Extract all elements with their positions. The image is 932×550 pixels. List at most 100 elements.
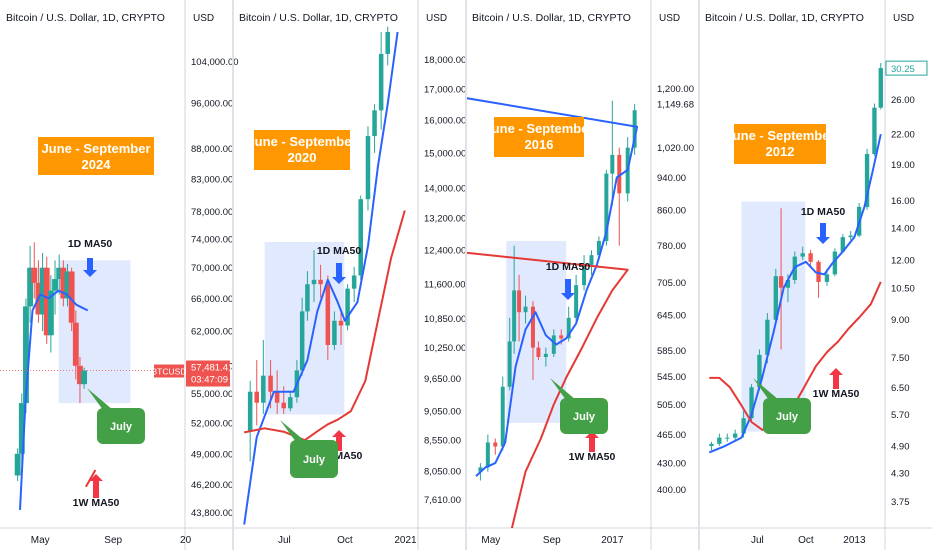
y-tick-label: 96,000.00: [191, 99, 233, 110]
plot-area: [466, 88, 639, 528]
candle-body: [493, 442, 498, 447]
candle-body: [500, 386, 505, 447]
candle-body: [800, 253, 805, 257]
axis-currency-label: USD: [426, 13, 447, 24]
candle-body: [824, 274, 830, 282]
y-tick-label: 16,000.00: [424, 115, 466, 126]
label-1d-ma50: 1D MA50: [546, 261, 591, 273]
title-backdrop: [235, 8, 413, 26]
candle-body: [709, 443, 714, 446]
candle-body: [378, 53, 384, 111]
x-tick-label: 2017: [601, 535, 624, 546]
candle-body: [848, 235, 853, 238]
candle-body: [523, 306, 528, 313]
candle-body: [610, 154, 615, 174]
y-tick-label: 860.00: [657, 205, 686, 216]
y-tick-label: 66,000.00: [191, 294, 233, 305]
y-tick-label: 14.00: [891, 224, 915, 235]
y-tick-label: 7.50: [891, 353, 910, 364]
july-badge: [763, 398, 811, 434]
candle-body: [604, 173, 609, 241]
y-tick-label: 4.90: [891, 441, 910, 452]
candle-body: [261, 375, 266, 403]
y-tick-label: 26.00: [891, 95, 915, 106]
candle-body: [757, 354, 762, 388]
candle-body: [785, 279, 791, 288]
y-tick-label: 7,610.00: [424, 495, 461, 506]
candle-body: [18, 403, 25, 454]
candle-body: [338, 320, 344, 326]
candle-body: [566, 317, 571, 339]
y-tick-label: 5.70: [891, 410, 910, 421]
period-banner-text: June - September: [484, 121, 593, 136]
plot-area: [14, 242, 131, 510]
label-1w-ma50: 1W MA50: [569, 451, 616, 463]
period-banner-text: June - September: [41, 141, 150, 156]
july-badge-label: July: [573, 411, 596, 423]
y-tick-label: 1,200.00: [657, 84, 694, 95]
candle-body: [816, 261, 821, 282]
july-badge: [290, 440, 338, 478]
y-tick-label: 400.00: [657, 485, 686, 496]
x-tick-label: Oct: [337, 535, 353, 546]
price-tag: [186, 360, 230, 387]
candle-body: [512, 290, 517, 342]
y-tick-label: 15,000.00: [424, 148, 466, 159]
candle-body: [765, 319, 770, 355]
y-tick-label: 46,200.00: [191, 480, 233, 491]
candle-body: [288, 397, 293, 409]
ma50-weekly-line: [244, 210, 406, 442]
x-tick-label: May: [481, 535, 500, 546]
y-tick-label: 10,850.00: [424, 314, 466, 325]
y-tick-label: 6.50: [891, 383, 910, 394]
candle-body: [551, 335, 556, 354]
y-tick-label: 19.00: [891, 160, 915, 171]
period-banner-text: June - September: [247, 134, 356, 149]
period-banner: [254, 130, 350, 170]
y-tick-label: 780.00: [657, 241, 686, 252]
july-badge-pointer: [550, 378, 576, 400]
candle-body: [47, 290, 54, 336]
axis-currency-label: USD: [659, 13, 680, 24]
candle-body: [878, 68, 883, 108]
y-tick-label: 3.75: [891, 497, 910, 508]
candle-body: [507, 341, 512, 387]
arrow-up-icon: [89, 474, 103, 498]
candle-body: [832, 251, 838, 275]
y-tick-label: 12.00: [891, 256, 915, 267]
y-tick-label: 8,050.00: [424, 466, 461, 477]
y-tick-label: 545.00: [657, 372, 686, 383]
candle-body: [717, 437, 722, 444]
y-tick-label: 55,000.00: [191, 389, 233, 400]
panel-divider: [232, 0, 234, 550]
candle-body: [808, 253, 813, 262]
price-tag-time: 03:47:09: [191, 375, 228, 386]
y-tick-label: 4.30: [891, 469, 910, 480]
candle-body: [60, 267, 67, 299]
label-1w-ma50: 1W MA50: [73, 497, 120, 509]
candle-body: [27, 267, 34, 307]
candle-body: [68, 271, 75, 323]
ma50-daily-line: [466, 94, 639, 477]
july-badge: [97, 408, 145, 444]
candle-body: [872, 107, 877, 155]
y-tick-label: 62,000.00: [191, 327, 233, 338]
candle-body: [864, 154, 870, 207]
period-banner-text: 2024: [82, 157, 112, 172]
x-tick-label: 2021: [394, 535, 417, 546]
y-tick-label: 18,000.00: [424, 55, 466, 66]
chart-title: Bitcoin / U.S. Dollar, 1D, CRYPTO: [705, 12, 864, 24]
y-tick-label: 1,020.00: [657, 143, 694, 154]
period-banner-text: 2016: [525, 137, 554, 152]
arrow-down-icon: [816, 223, 830, 244]
y-tick-label: 10.50: [891, 283, 915, 294]
candle-body: [840, 237, 845, 252]
plot-area: [243, 26, 406, 525]
candle-body: [530, 306, 535, 348]
symbol-tag: [154, 364, 184, 378]
x-tick-label: 2013: [843, 535, 866, 546]
candle-body: [31, 267, 38, 283]
axis-currency-label: USD: [893, 13, 914, 24]
